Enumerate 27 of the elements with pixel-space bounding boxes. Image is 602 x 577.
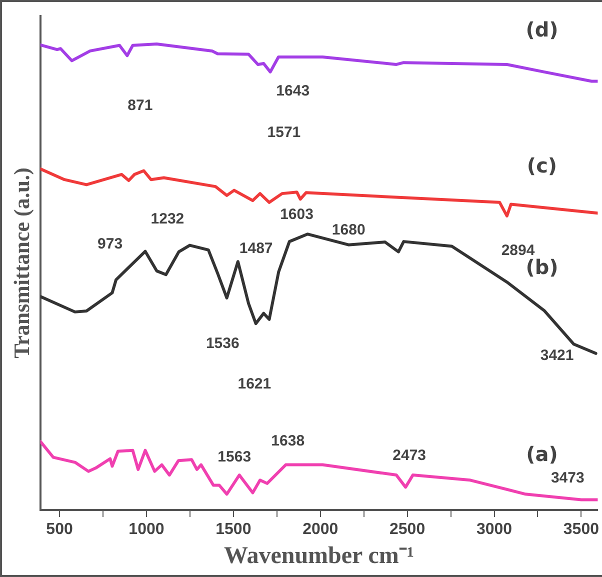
x-tick-label: 3000 bbox=[476, 521, 512, 538]
x-tick-label: 1000 bbox=[128, 521, 164, 538]
annotation: 1603 bbox=[280, 206, 314, 224]
annotation: 2473 bbox=[392, 446, 426, 464]
annotation: 1680 bbox=[332, 222, 366, 239]
annotation: 1536 bbox=[206, 335, 240, 352]
y-axis-title: Transmittance (a.u.) bbox=[8, 168, 34, 358]
x-tick-label: 2500 bbox=[390, 521, 426, 538]
x-tick-label: 3500 bbox=[563, 521, 600, 538]
annotation: 1638 bbox=[271, 432, 305, 450]
x-axis-title: Wavenumber cm⁻¹ bbox=[224, 542, 414, 569]
annotation: 3421 bbox=[540, 347, 574, 364]
annotation: 1571 bbox=[267, 124, 301, 142]
x-tick-label: 2000 bbox=[302, 521, 338, 538]
x-tick-label: 500 bbox=[46, 521, 73, 538]
annotation: 973 bbox=[98, 235, 123, 252]
annotation: 1487 bbox=[239, 240, 273, 257]
annotation: 1232 bbox=[150, 210, 184, 228]
annotation: 1643 bbox=[276, 82, 310, 100]
x-tick-label: 1500 bbox=[216, 521, 252, 538]
series-label: (c) bbox=[526, 154, 558, 178]
annotation: 871 bbox=[128, 97, 153, 114]
annotation: 1621 bbox=[238, 376, 272, 393]
series-label: (a) bbox=[526, 442, 558, 466]
annotation: 3473 bbox=[550, 470, 584, 487]
series-label: (d) bbox=[526, 18, 558, 42]
annotation: 1563 bbox=[218, 448, 252, 466]
